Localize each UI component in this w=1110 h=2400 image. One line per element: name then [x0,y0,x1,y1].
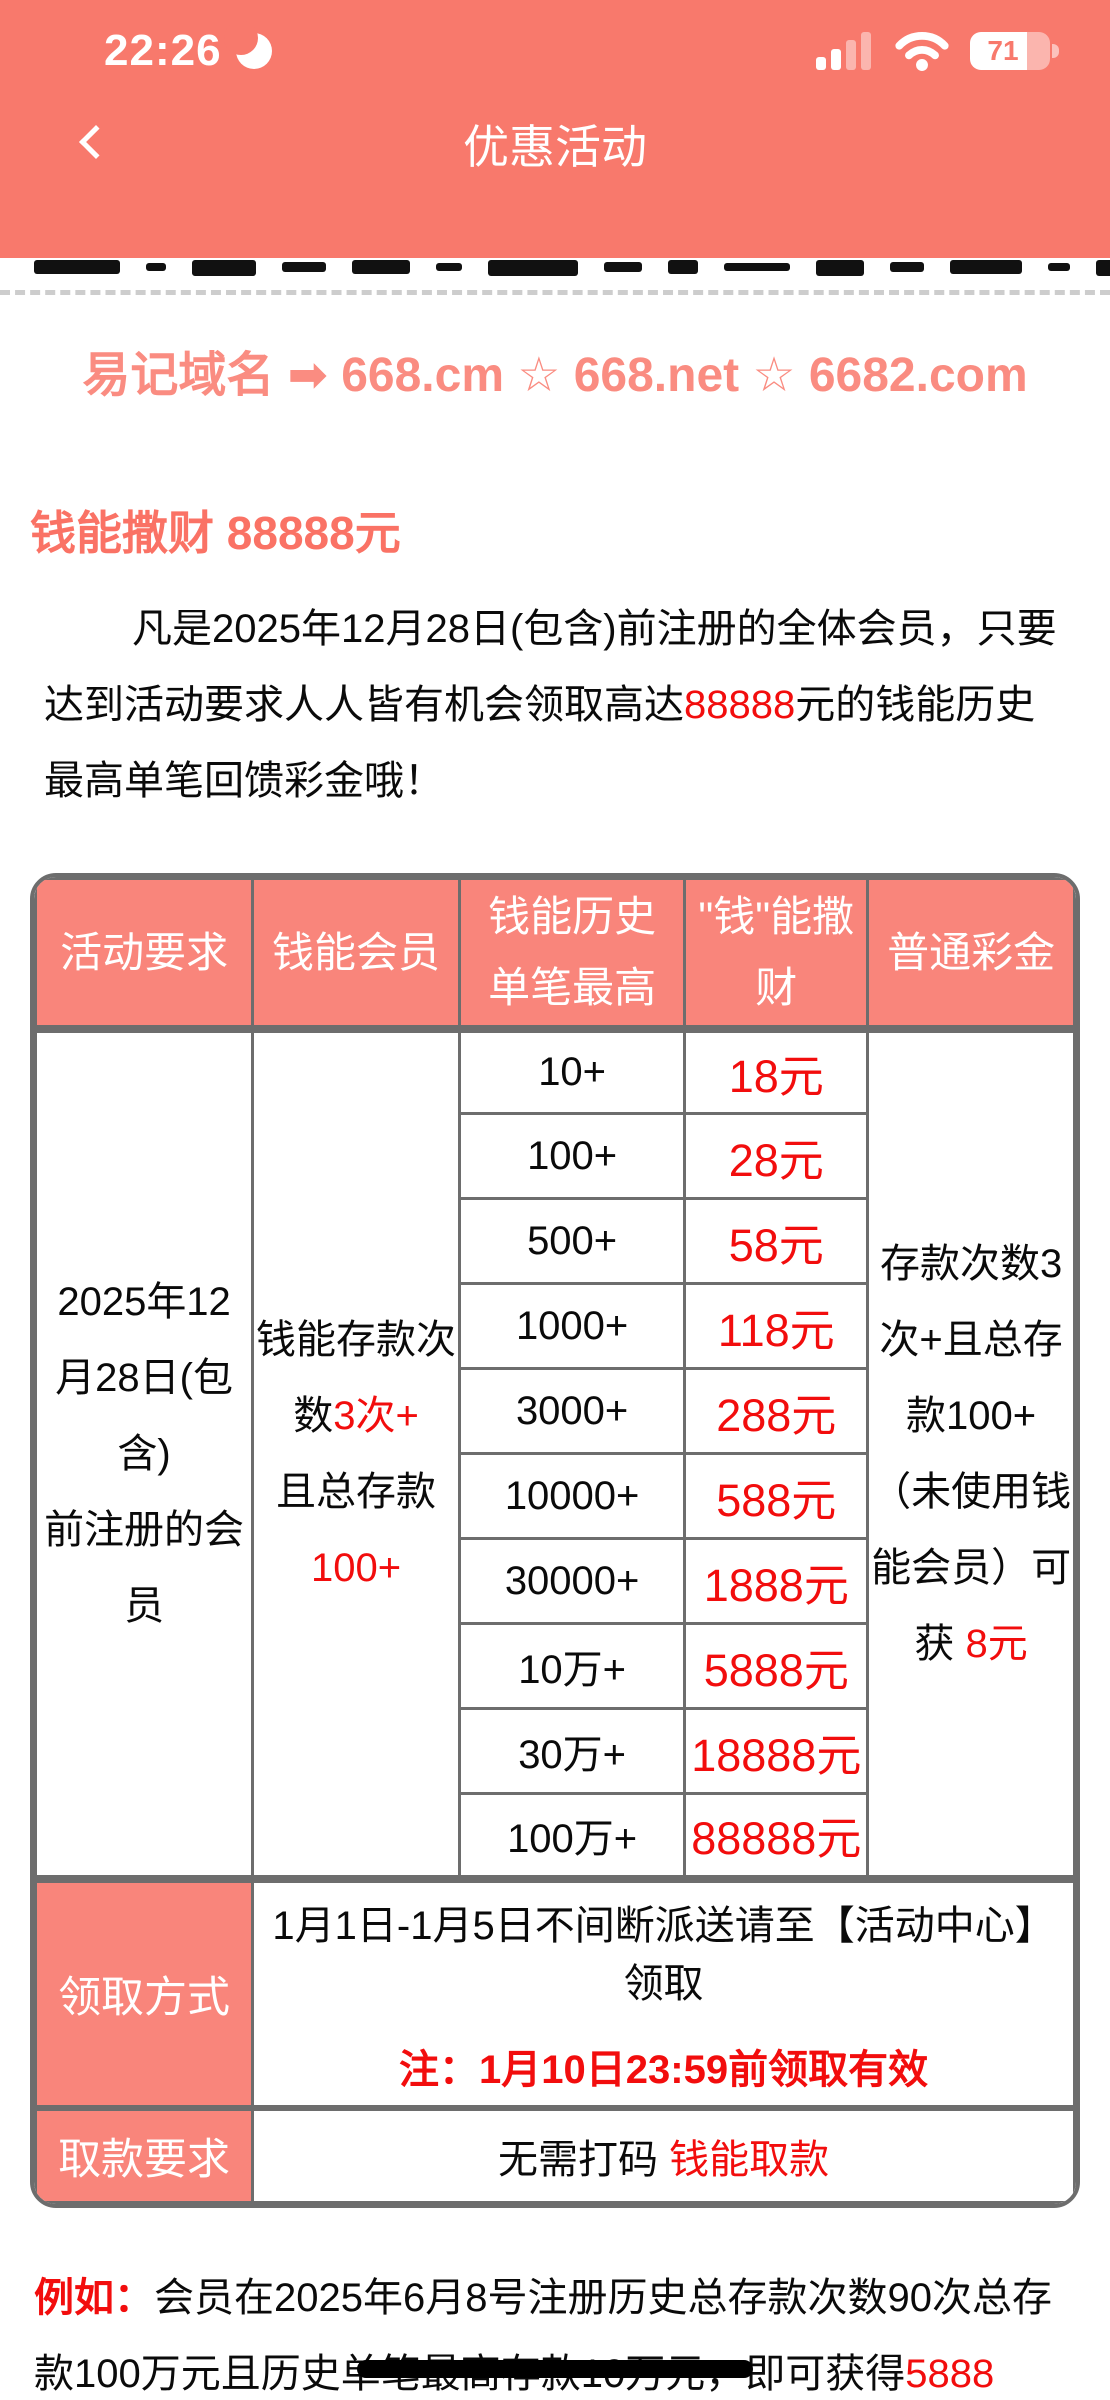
header-activity-requirement: 活动要求 [34,877,255,1033]
chevron-left-icon [79,125,113,159]
intro-text: 凡是2025年12月28日(包含)前注册的全体会员，只要达到活动要求人人皆有机会… [44,607,1057,727]
dashed-divider [0,290,1110,295]
back-button[interactable] [72,122,118,168]
table-row: 2025年12 月28日(包 含) 前注册的会 员 钱能存款次 数3次+ 且总存… [34,1027,1076,1880]
claim-method-label: 领取方式 [34,1874,255,2109]
deposit-tier: 500+ [457,1197,687,1285]
withdraw-requirement-content: 无需打码 钱能取款 [251,2104,1076,2204]
promo-intro-paragraph: 凡是2025年12月28日(包含)前注册的全体会员，只要达到活动要求人人皆有机会… [0,591,1110,819]
withdraw-requirement-label: 取款要求 [34,2104,255,2204]
do-not-disturb-moon-icon [223,21,272,69]
deposit-tier: 100+ [457,1112,687,1200]
battery-icon: 71 [970,32,1059,70]
claim-method-row: 领取方式 1月1日-1月5日不间断派送请至【活动中心】领取 注：1月10日23:… [34,1874,1076,2109]
bonus-amount: 588元 [683,1452,870,1540]
nav-bar: 优惠活动 [0,112,1110,176]
status-icons: 71 [816,30,1059,72]
table-row: 3000+ 288元 [36,1367,1075,1455]
normal-bonus-cell: 存款次数3 次+且总存 款100+ （未使用钱 能会员）可 获 8元 [866,1027,1076,1880]
deposit-tier: 30000+ [457,1537,687,1625]
bonus-amount: 28元 [683,1112,870,1200]
table-row: 30000+ 1888元 [36,1537,1075,1625]
bonus-amount: 88888元 [683,1792,870,1880]
withdraw-requirement-row: 取款要求 无需打码 钱能取款 [34,2104,1076,2204]
claim-method-line1: 1月1日-1月5日不间断派送请至【活动中心】领取 [272,1903,1055,2006]
deposit-tier: 10+ [457,1027,687,1115]
battery-percent: 71 [987,35,1019,66]
bonus-amount: 118元 [683,1282,870,1370]
cellular-signal-icon [816,32,871,70]
member-condition-cell: 钱能存款次 数3次+ 且总存款 100+ [251,1027,461,1880]
table-row: 30万+ 18888元 [36,1707,1075,1795]
table-header-row: 活动要求 钱能会员 钱能历史 单笔最高 "钱"能撒 财 普通彩金 [34,877,1076,1033]
bonus-table: 活动要求 钱能会员 钱能历史 单笔最高 "钱"能撒 财 普通彩金 2025年12… [30,873,1080,2208]
deposit-tier: 3000+ [457,1367,687,1455]
example-paragraph: 例如：会员在2025年6月8号注册历史总存款次数90次总存款100万元且历史单笔… [34,2276,1052,2396]
example-highlight-amount: 5888 [905,2352,995,2396]
clipped-scrolled-text-fragments [0,258,1110,282]
bonus-amount: 288元 [683,1367,870,1455]
bonus-amount: 1888元 [683,1537,870,1625]
claim-method-note: 注：1月10日23:59前领取有效 [399,2047,929,2092]
deposit-tier: 30万+ [457,1707,687,1795]
header-history-max-single: 钱能历史 单笔最高 [457,877,687,1033]
table-row: 1000+ 118元 [36,1282,1075,1370]
table-row: 100万+ 88888元 [36,1792,1075,1880]
header-normal-bonus: 普通彩金 [866,877,1076,1033]
header-qian-neng-sa-cai: "钱"能撒 财 [683,877,870,1033]
claim-method-content: 1月1日-1月5日不间断派送请至【活动中心】领取 注：1月10日23:59前领取… [251,1874,1076,2109]
deposit-tier: 1000+ [457,1282,687,1370]
status-bar: 22:26 71 [0,0,1110,75]
table-row: 500+ 58元 [36,1197,1075,1285]
table-row: 10000+ 588元 [36,1452,1075,1540]
home-indicator[interactable] [357,2360,753,2378]
page-title: 优惠活动 [463,121,647,173]
bonus-amount: 18元 [683,1027,870,1115]
bonus-amount: 58元 [683,1197,870,1285]
intro-highlight-amount: 88888 [684,683,796,727]
bonus-amount: 18888元 [683,1707,870,1795]
deposit-tier: 10万+ [457,1622,687,1710]
clock-time: 22:26 [104,26,222,75]
deposit-tier: 10000+ [457,1452,687,1540]
example-label: 例如： [34,2276,154,2320]
table-row: 100+ 28元 [36,1112,1075,1200]
intro-text-tail: 元的钱能历史最高单笔回馈彩金哦！ [44,683,1036,803]
deposit-tier: 100万+ [457,1792,687,1880]
app-header: 22:26 71 [0,0,1110,258]
requirement-cell: 2025年12 月28日(包 含) 前注册的会 员 [34,1027,255,1880]
bonus-amount: 5888元 [683,1622,870,1710]
table-row: 10万+ 5888元 [36,1622,1075,1710]
domain-banner: 易记域名 ➡ 668.cm ☆ 668.net ☆ 6682.com [82,349,1028,402]
header-qianneng-member: 钱能会员 [251,877,461,1033]
promo-heading: 钱能撒财 88888元 [30,507,401,559]
wifi-icon [895,32,949,71]
